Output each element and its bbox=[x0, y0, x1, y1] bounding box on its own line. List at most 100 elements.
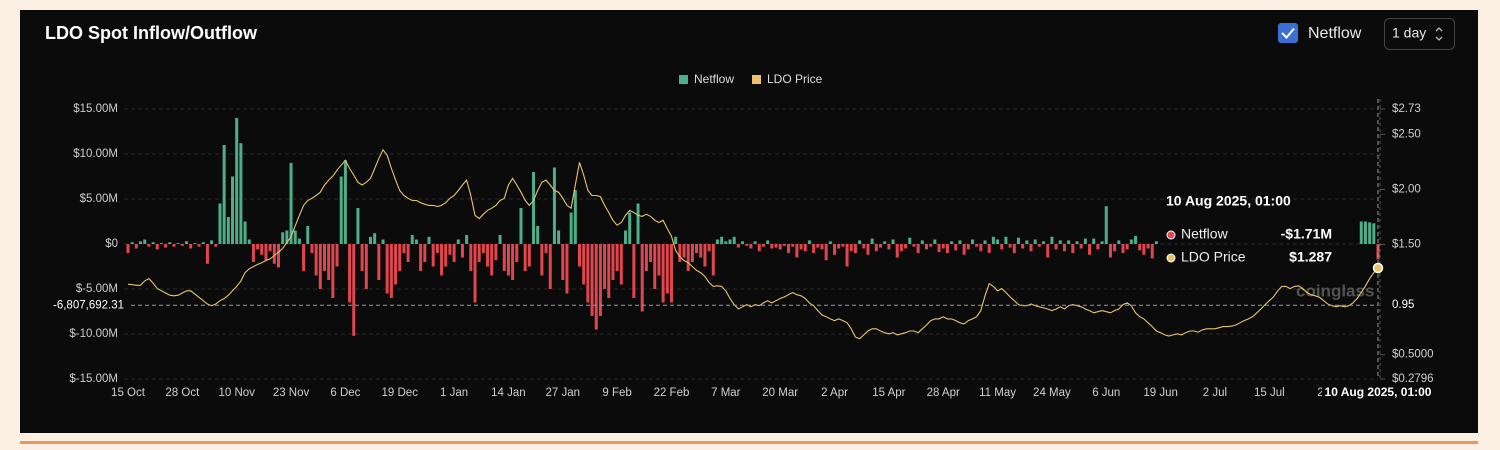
bar bbox=[845, 244, 849, 267]
bar bbox=[222, 145, 226, 244]
interval-label[interactable]: 1 day bbox=[1392, 25, 1426, 41]
chart-title: LDO Spot Inflow/Outflow bbox=[45, 23, 258, 43]
bar bbox=[970, 239, 974, 244]
bar bbox=[226, 217, 230, 244]
bar bbox=[427, 236, 431, 244]
bar bbox=[318, 244, 322, 289]
x-tick-label: 28 Oct bbox=[165, 387, 200, 399]
bar bbox=[302, 244, 306, 271]
bar bbox=[824, 244, 828, 261]
bar bbox=[214, 244, 218, 247]
divider bbox=[20, 441, 1478, 444]
bar bbox=[1363, 221, 1367, 244]
bar bbox=[916, 244, 920, 253]
bar bbox=[628, 212, 632, 244]
bar bbox=[724, 241, 728, 244]
bar bbox=[243, 221, 247, 244]
y2-tick-label: $2.50 bbox=[1392, 128, 1421, 140]
bar bbox=[623, 230, 627, 244]
bar bbox=[569, 212, 573, 244]
bar bbox=[858, 240, 862, 244]
bar bbox=[511, 244, 515, 280]
bar bbox=[1054, 244, 1058, 250]
bar bbox=[929, 244, 933, 247]
bar bbox=[711, 244, 715, 276]
x-tick-label: 2 Apr bbox=[821, 387, 848, 399]
bar bbox=[912, 244, 916, 247]
x-tick-label: 10 Aug 2025, 01:00 bbox=[1325, 385, 1432, 399]
bar bbox=[766, 240, 770, 244]
bar bbox=[377, 244, 381, 280]
x-tick-label: 7 Mar bbox=[711, 387, 741, 399]
bar bbox=[130, 242, 134, 244]
bar bbox=[707, 244, 711, 252]
panel bbox=[20, 10, 1478, 433]
checkbox[interactable] bbox=[1278, 23, 1298, 43]
x-tick-label: 22 Feb bbox=[654, 387, 690, 399]
bar bbox=[853, 244, 857, 253]
x-tick-label: 10 Nov bbox=[218, 387, 255, 399]
bar bbox=[368, 236, 372, 244]
bar bbox=[260, 244, 264, 255]
bar bbox=[736, 244, 740, 248]
bar bbox=[172, 244, 176, 247]
bar bbox=[339, 176, 343, 244]
bar bbox=[644, 244, 648, 271]
bar bbox=[364, 244, 368, 289]
bar bbox=[385, 244, 389, 294]
bar bbox=[1025, 240, 1029, 244]
bar bbox=[143, 239, 147, 244]
bar bbox=[941, 244, 945, 249]
bar bbox=[870, 238, 874, 244]
bar bbox=[498, 235, 502, 244]
bar bbox=[582, 244, 586, 285]
bar bbox=[987, 244, 991, 253]
bar bbox=[611, 244, 615, 280]
bar bbox=[1037, 244, 1041, 247]
bar bbox=[155, 244, 159, 250]
bar bbox=[1100, 241, 1104, 244]
bar bbox=[799, 244, 803, 250]
bar bbox=[297, 238, 301, 244]
bar bbox=[745, 244, 749, 246]
bar bbox=[598, 244, 602, 316]
bar bbox=[686, 244, 690, 271]
bar bbox=[1088, 244, 1092, 255]
y-tick-label: $0 bbox=[105, 238, 118, 250]
crosshair-y-label: -6,807,692.31 bbox=[53, 299, 124, 311]
bar bbox=[527, 244, 531, 267]
y-tick-label: $-15.00M bbox=[69, 373, 118, 385]
bar bbox=[327, 244, 331, 280]
bar bbox=[1062, 244, 1066, 252]
bar bbox=[632, 244, 636, 298]
bar bbox=[176, 243, 180, 244]
bar bbox=[1004, 236, 1008, 244]
bar bbox=[1042, 241, 1046, 244]
bar bbox=[862, 244, 866, 249]
bar bbox=[674, 236, 678, 244]
bar bbox=[586, 244, 590, 303]
bar bbox=[782, 244, 786, 246]
bar bbox=[950, 241, 954, 244]
x-tick-label: 15 Apr bbox=[872, 387, 905, 399]
bar bbox=[1376, 244, 1380, 260]
bar bbox=[778, 244, 782, 250]
bar bbox=[465, 235, 469, 244]
bar bbox=[373, 233, 377, 244]
bar bbox=[728, 239, 732, 244]
bar bbox=[1108, 244, 1112, 258]
interval-select[interactable] bbox=[1384, 18, 1455, 50]
bar bbox=[653, 244, 657, 289]
bar bbox=[440, 244, 444, 276]
bar bbox=[1067, 240, 1071, 244]
bar bbox=[139, 241, 143, 244]
x-tick-label: 11 May bbox=[979, 387, 1016, 399]
bar bbox=[235, 118, 239, 244]
bar bbox=[348, 244, 352, 303]
checkbox-label[interactable]: Netflow bbox=[1308, 25, 1362, 42]
bar bbox=[423, 244, 427, 262]
bar bbox=[749, 244, 753, 249]
bar bbox=[193, 243, 197, 244]
y-tick-label: $15.00M bbox=[73, 103, 118, 115]
legend-swatch bbox=[752, 75, 761, 84]
